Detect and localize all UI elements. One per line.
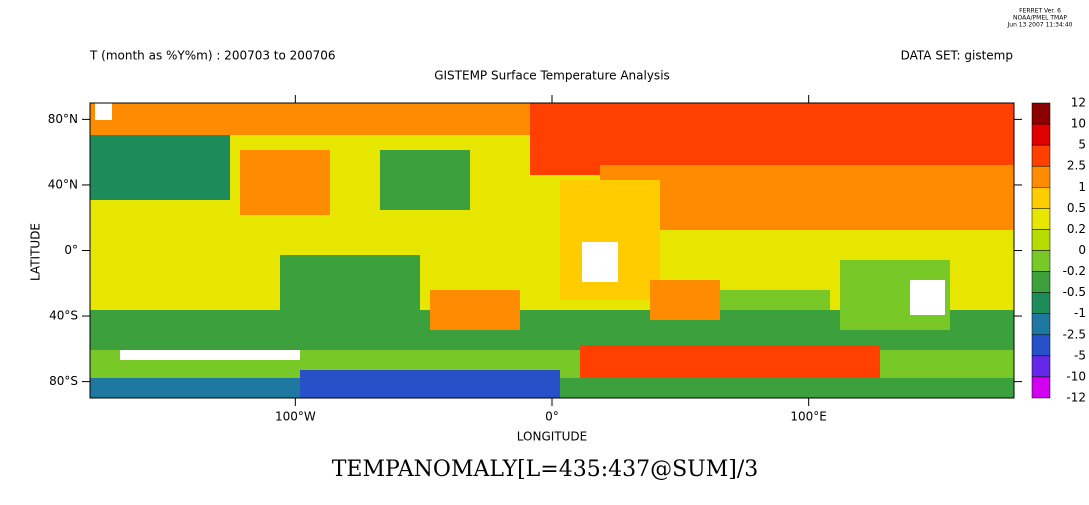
x-axis-label: LONGITUDE — [517, 430, 587, 444]
y-axis-label: LATITUDE — [29, 223, 43, 281]
timestamp: Jun 13 2007 11:34:40 — [1007, 22, 1073, 29]
colorbar-box — [1031, 123, 1051, 146]
expression: TEMPANOMALY[L=435:437@SUM]/3 — [332, 457, 759, 482]
program: FERRET Ver. 6 — [1019, 8, 1061, 15]
colorbar-box — [1031, 144, 1051, 167]
colorbar-label: -0.2 — [1063, 264, 1086, 278]
colorbar-box — [1031, 102, 1051, 125]
colorbar-label: -10 — [1066, 369, 1086, 383]
colorbar-box — [1031, 376, 1051, 399]
colorbar-label: 12 — [1071, 96, 1086, 110]
colorbar-label: 2.5 — [1067, 159, 1086, 173]
x-tick-label: 100°E — [790, 410, 827, 424]
colorbar-label: 10 — [1071, 117, 1086, 131]
org: NOAA/PMEL TMAP — [1013, 15, 1067, 22]
colorbar-label: -12 — [1066, 391, 1086, 405]
time-range: T (month as %Y%m) : 200703 to 200706 — [89, 49, 335, 63]
colorbar-label: -2.5 — [1063, 327, 1086, 341]
colorbar-box — [1031, 292, 1051, 314]
colorbar-box — [1031, 334, 1051, 357]
y-tick-label: 40°N — [48, 177, 78, 191]
colorbar-label: -5 — [1074, 348, 1086, 362]
dataset: DATA SET: gistemp — [901, 49, 1013, 63]
y-tick-label: 0° — [64, 243, 78, 257]
colorbar-box — [1031, 271, 1051, 293]
colorbar-box — [1031, 250, 1051, 272]
y-tick-label: 40°S — [49, 309, 78, 323]
colorbar-label: 0 — [1078, 243, 1086, 257]
y-tick-label: 80°S — [49, 374, 78, 388]
colorbar-label: 0.2 — [1067, 222, 1086, 236]
map-field — [90, 103, 1014, 398]
colorbar-box — [1031, 313, 1051, 336]
colorbar-label: -0.5 — [1063, 285, 1086, 299]
colorbar-box — [1031, 208, 1051, 230]
colorbar-label: 5 — [1078, 138, 1086, 152]
colorbar-box — [1031, 165, 1051, 188]
colorbar-box — [1031, 187, 1051, 209]
colorbar-label: 0.5 — [1067, 201, 1086, 215]
plot-title: GISTEMP Surface Temperature Analysis — [434, 69, 670, 83]
colorbar-box — [1031, 229, 1051, 251]
colorbar-label: -1 — [1074, 306, 1086, 320]
x-tick-label: 100°W — [275, 410, 316, 424]
x-tick-label: 0° — [545, 410, 559, 424]
colorbar-box — [1031, 355, 1051, 378]
y-tick-label: 80°N — [48, 112, 78, 126]
colorbar-label: 1 — [1078, 180, 1086, 194]
